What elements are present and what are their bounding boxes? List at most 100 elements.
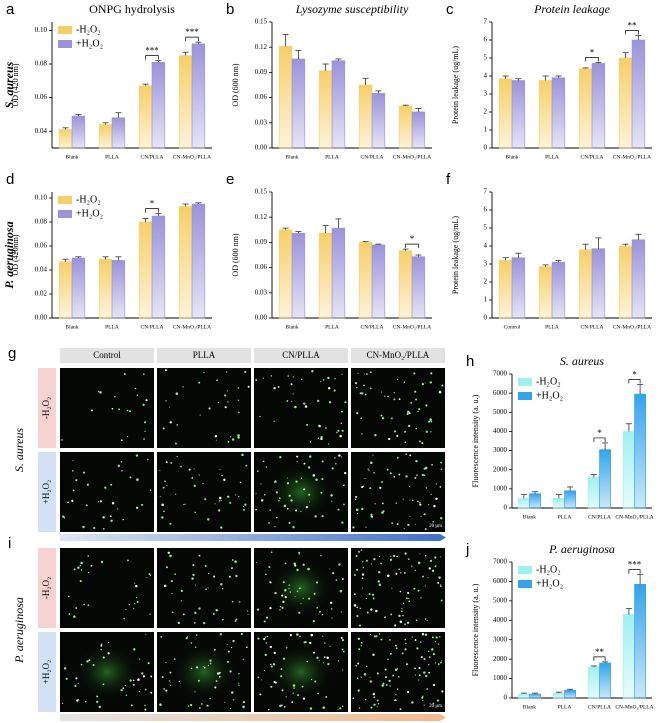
significance-label: * — [410, 234, 415, 244]
cell-dot — [99, 391, 102, 394]
cell-dot — [83, 603, 85, 606]
cell-dot — [320, 436, 323, 439]
cell-dot — [401, 610, 403, 613]
cell-dot — [78, 698, 80, 701]
cell-dot — [142, 403, 145, 406]
error-bar — [195, 41, 202, 44]
error-bar — [635, 233, 642, 240]
cell-dot — [288, 521, 291, 524]
cell-dot — [247, 613, 249, 616]
cell-dot — [107, 652, 110, 655]
y-tick-label: 4000 — [493, 616, 508, 624]
cell-dot — [237, 434, 240, 437]
cell-dot — [394, 430, 397, 433]
cell-dot — [421, 473, 424, 477]
error-bar — [555, 75, 562, 78]
cell-dot — [320, 491, 323, 494]
cell-dot — [343, 503, 345, 506]
cell-dot — [203, 665, 205, 668]
cell-dot — [283, 504, 287, 508]
cell-dot — [128, 603, 130, 606]
significance-bracket — [585, 57, 599, 62]
y-tick-label: 6 — [484, 36, 488, 44]
cell-dot — [318, 660, 320, 662]
cell-dot — [169, 522, 172, 525]
cell-dot — [322, 662, 325, 664]
cell-dot — [331, 500, 333, 502]
cell-dot — [421, 632, 425, 636]
cell-dot — [364, 393, 367, 396]
legend-swatch — [518, 392, 532, 400]
cell-dot — [261, 499, 264, 502]
cell-dot — [369, 633, 371, 636]
cell-dot — [423, 671, 426, 674]
y-tick-label: 2000 — [493, 465, 508, 473]
error-bar — [295, 50, 302, 59]
y-tick-label: 6000 — [493, 389, 508, 397]
cell-dot — [282, 581, 285, 584]
y-tick-label: 5 — [484, 224, 488, 232]
cell-dot — [232, 639, 235, 643]
cell-dot — [125, 694, 128, 696]
cell-dot — [376, 699, 379, 702]
cell-dot — [194, 691, 196, 693]
cell-dot — [274, 526, 276, 528]
cell-dot — [418, 674, 421, 677]
bar — [622, 431, 635, 509]
cell-dot — [71, 499, 74, 502]
cell-dot — [229, 501, 232, 504]
cell-dot — [340, 410, 343, 413]
cell-dot — [381, 481, 383, 483]
cell-dot — [360, 549, 363, 551]
cell-dot — [404, 638, 407, 641]
cell-dot — [259, 693, 262, 696]
cell-dot — [234, 560, 237, 563]
y-tick-label: 3000 — [493, 446, 508, 454]
bar — [411, 111, 426, 149]
cell-dot — [243, 509, 245, 511]
cell-dot — [325, 427, 327, 429]
cell-dot — [341, 429, 344, 432]
cell-dot — [238, 601, 241, 603]
cell-dot — [147, 458, 149, 461]
cell-dot — [288, 588, 290, 590]
cell-dot — [307, 567, 310, 571]
cell-dot — [270, 375, 273, 377]
cell-dot — [162, 486, 165, 489]
error-bar — [567, 486, 574, 491]
cell-dot — [400, 572, 402, 574]
cell-dot — [420, 641, 422, 643]
error-bar — [115, 256, 122, 261]
cell-dot — [379, 486, 382, 489]
cell-dot — [61, 702, 64, 705]
bar — [599, 662, 611, 699]
cell-dot — [415, 619, 418, 621]
cell-dot — [337, 708, 339, 710]
y-tick-label: 4 — [484, 72, 488, 80]
cell-dot — [417, 589, 420, 592]
cell-dot — [339, 434, 342, 438]
cell-dot — [224, 406, 227, 409]
cell-dot — [355, 554, 358, 558]
x-tick-label: CN/PLLA — [588, 704, 611, 710]
cell-dot — [255, 562, 258, 564]
cell-dot — [335, 579, 338, 581]
bar — [278, 229, 293, 319]
cell-dot — [329, 645, 331, 648]
cell-dot — [238, 672, 240, 675]
cell-dot — [296, 590, 299, 593]
cell-dot — [298, 611, 301, 614]
cell-dot — [404, 441, 407, 444]
cell-dot — [354, 382, 358, 385]
cell-dot — [407, 591, 410, 594]
cell-dot — [144, 688, 147, 691]
cell-dot — [220, 499, 222, 502]
error-bar — [282, 227, 289, 230]
cell-dot — [363, 673, 367, 676]
cell-dot — [369, 676, 371, 678]
y-tick-label: 5000 — [493, 408, 508, 416]
cell-dot — [381, 416, 385, 420]
cell-dot — [120, 689, 123, 692]
cell-dot — [431, 463, 433, 466]
cell-dot — [371, 593, 374, 596]
